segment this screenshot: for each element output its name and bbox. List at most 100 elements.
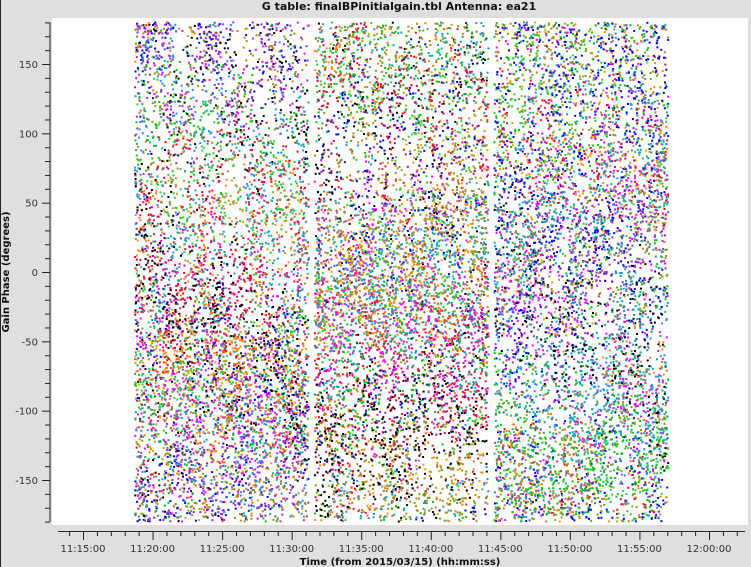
- data-point: [200, 369, 202, 371]
- data-point: [282, 250, 284, 252]
- data-point: [276, 238, 278, 240]
- data-point: [284, 419, 286, 421]
- data-point: [288, 395, 290, 397]
- data-point: [184, 323, 186, 325]
- data-point: [301, 444, 303, 446]
- data-point: [261, 243, 263, 245]
- data-point: [292, 440, 294, 442]
- data-point: [161, 397, 163, 399]
- data-point: [184, 170, 186, 172]
- data-point: [172, 425, 174, 427]
- data-point: [224, 223, 226, 225]
- data-point: [307, 143, 309, 145]
- data-point: [203, 402, 205, 404]
- data-point: [291, 236, 293, 238]
- data-point: [297, 185, 299, 187]
- data-point: [256, 285, 258, 287]
- data-point: [289, 322, 291, 324]
- data-point: [218, 122, 220, 124]
- data-point: [243, 47, 245, 49]
- data-point: [278, 268, 280, 270]
- data-point: [153, 33, 155, 35]
- data-point: [295, 507, 297, 509]
- data-point: [213, 393, 215, 395]
- data-point: [242, 367, 244, 369]
- data-point: [301, 428, 303, 430]
- data-point: [244, 154, 246, 156]
- data-point: [212, 348, 214, 350]
- data-point: [197, 85, 199, 87]
- data-point: [212, 459, 214, 461]
- data-point: [165, 182, 167, 184]
- data-point: [173, 455, 175, 457]
- data-point: [212, 216, 214, 218]
- data-point: [290, 248, 292, 250]
- data-point: [160, 246, 162, 248]
- data-point: [257, 466, 259, 468]
- data-point: [150, 315, 152, 317]
- data-point: [148, 266, 150, 268]
- data-point: [213, 107, 215, 109]
- data-point: [143, 190, 145, 192]
- data-point: [298, 323, 300, 325]
- data-point: [140, 381, 142, 383]
- data-point: [294, 505, 296, 507]
- data-point: [223, 501, 225, 503]
- data-point: [303, 166, 305, 168]
- data-point: [139, 259, 141, 261]
- data-point: [159, 318, 161, 320]
- data-point: [219, 331, 221, 333]
- data-point: [175, 184, 177, 186]
- data-point: [298, 460, 300, 462]
- data-point: [238, 85, 240, 87]
- data-point: [244, 520, 246, 522]
- data-point: [189, 512, 191, 514]
- data-point: [179, 246, 181, 248]
- data-point: [172, 96, 174, 98]
- data-point: [163, 85, 165, 87]
- data-point: [255, 393, 257, 395]
- data-point: [144, 478, 146, 480]
- data-point: [286, 272, 288, 274]
- data-point: [229, 297, 231, 299]
- data-point: [234, 517, 236, 519]
- data-point: [284, 220, 286, 222]
- data-point: [308, 165, 310, 167]
- data-point: [249, 301, 251, 303]
- data-point: [148, 439, 150, 441]
- data-point: [277, 271, 279, 273]
- data-point: [186, 421, 188, 423]
- data-point: [245, 336, 247, 338]
- data-point: [272, 295, 274, 297]
- data-point: [209, 279, 211, 281]
- data-point: [277, 364, 279, 366]
- data-point: [261, 120, 263, 122]
- data-point: [221, 409, 223, 411]
- data-point: [229, 327, 231, 329]
- data-point: [178, 409, 180, 411]
- data-point: [193, 125, 195, 127]
- data-point: [139, 121, 141, 123]
- data-point: [203, 31, 205, 33]
- data-point: [221, 129, 223, 131]
- data-point: [272, 262, 274, 264]
- data-point: [304, 398, 306, 400]
- data-point: [195, 396, 197, 398]
- data-point: [259, 410, 261, 412]
- data-point: [205, 369, 207, 371]
- data-point: [302, 490, 304, 492]
- data-point: [143, 107, 145, 109]
- data-point: [150, 191, 152, 193]
- data-point: [298, 110, 300, 112]
- data-point: [210, 413, 212, 415]
- data-point: [188, 148, 190, 150]
- data-point: [251, 74, 253, 76]
- data-point: [233, 157, 235, 159]
- data-point: [247, 489, 249, 491]
- data-point: [185, 287, 187, 289]
- data-point: [186, 220, 188, 222]
- data-point: [144, 404, 146, 406]
- data-point: [240, 316, 242, 318]
- data-point: [175, 285, 177, 287]
- data-point: [152, 310, 154, 312]
